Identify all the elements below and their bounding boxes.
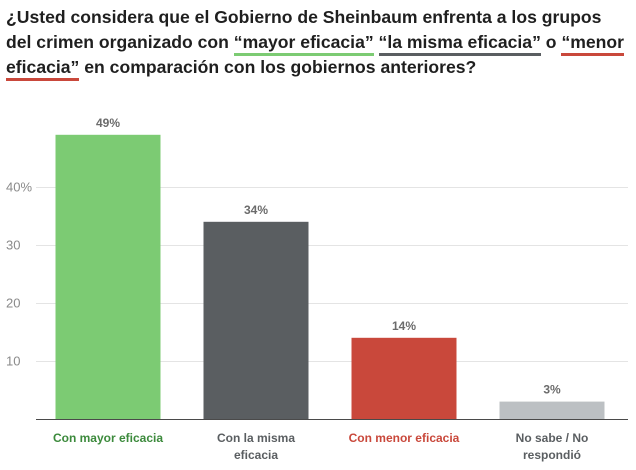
title-part-1: ¿Usted considera que el Gobierno de Shei…	[6, 7, 602, 52]
bar-2	[203, 221, 309, 419]
chart-title: ¿Usted considera que el Gobierno de Shei…	[6, 5, 626, 81]
title-part-4: en comparación con los gobiernos anterio…	[79, 57, 477, 77]
category-label-4-line-2: respondió	[523, 448, 581, 462]
y-tick-label-30: 30	[6, 238, 20, 253]
category-label-3-line-1: Con menor eficacia	[349, 431, 460, 445]
data-labels: 49% 34% 14% 3%	[96, 116, 561, 397]
category-label-4-line-1: No sabe / No	[516, 431, 589, 445]
category-label-1-line-1: Con mayor eficacia	[53, 431, 163, 445]
data-label-2: 34%	[244, 203, 268, 217]
category-label-2-line-2: eficacia	[234, 448, 278, 462]
title-highlight-menor: “menor eficacia”	[6, 32, 625, 81]
y-tick-label-20: 20	[6, 296, 20, 311]
data-label-4: 3%	[543, 383, 561, 397]
data-label-1: 49%	[96, 116, 120, 130]
bars	[55, 134, 605, 420]
bar-1	[55, 134, 161, 420]
bar-4	[499, 401, 605, 419]
y-tick-label-10: 10	[6, 354, 20, 369]
bar-3	[351, 337, 457, 419]
y-tick-label-40: 40%	[6, 180, 32, 195]
title-highlight-mayor: “mayor eficacia”	[233, 32, 374, 56]
title-part-3: o	[540, 32, 562, 52]
data-label-3: 14%	[392, 319, 416, 333]
category-labels: Con mayor eficacia Con la misma eficacia Co…	[53, 431, 588, 462]
y-axis-ticks: 10 20 30 40%	[6, 180, 32, 369]
title-highlight-misma: “la misma eficacia”	[378, 32, 541, 56]
category-label-2-line-1: Con la misma	[217, 431, 295, 445]
